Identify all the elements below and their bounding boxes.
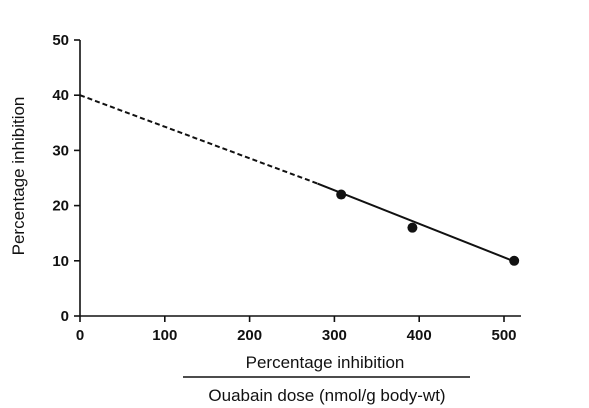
data-point (336, 189, 347, 200)
y-axis-ticks: 0 10 20 30 40 50 (52, 32, 80, 325)
x-axis-title-denominator: Ouabain dose (nmol/g body-wt) (208, 386, 445, 405)
x-tick-label: 300 (322, 327, 347, 344)
fit-lines (79, 94, 519, 264)
extrapolated-line-dashed (79, 94, 318, 185)
x-tick-label: 100 (152, 327, 177, 344)
axes (79, 40, 521, 317)
data-points (336, 189, 520, 266)
y-tick-label: 30 (52, 142, 69, 159)
data-point (407, 222, 418, 233)
fitted-line-solid (317, 182, 519, 264)
x-axis-title-numerator: Percentage inhibition (246, 353, 405, 372)
y-axis-title: Percentage inhibition (9, 97, 28, 256)
x-tick-label: 500 (491, 327, 516, 344)
y-tick-label: 50 (52, 32, 69, 49)
y-tick-label: 40 (52, 87, 69, 104)
y-tick-label: 10 (52, 253, 69, 270)
x-tick-label: 400 (407, 327, 432, 344)
x-tick-label: 0 (76, 327, 84, 344)
data-point (509, 255, 520, 266)
x-axis-ticks: 0 100 200 300 400 500 (76, 316, 517, 344)
y-tick-label: 20 (52, 198, 69, 215)
x-tick-label: 200 (237, 327, 262, 344)
y-tick-label: 0 (61, 308, 69, 325)
